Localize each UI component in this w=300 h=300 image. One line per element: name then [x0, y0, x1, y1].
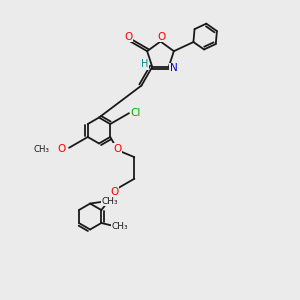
Text: H: H: [141, 59, 148, 70]
Text: CH₃: CH₃: [34, 145, 50, 154]
Text: CH₃: CH₃: [111, 222, 128, 231]
Text: O: O: [113, 144, 121, 154]
Text: CH₃: CH₃: [101, 197, 118, 206]
Text: O: O: [124, 32, 133, 42]
Text: O: O: [158, 32, 166, 42]
Text: O: O: [57, 144, 66, 154]
Text: O: O: [110, 187, 118, 197]
Text: N: N: [170, 63, 177, 74]
Text: Cl: Cl: [130, 108, 141, 118]
